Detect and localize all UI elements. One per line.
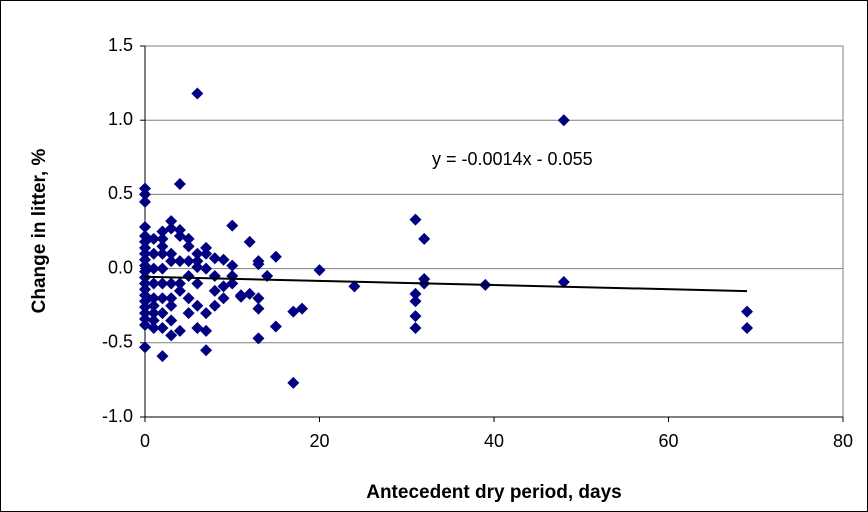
data-point: [200, 344, 213, 357]
y-axis-title: Change in litter, %: [29, 149, 50, 314]
data-point: [156, 247, 169, 260]
x-tick-label: 40: [484, 431, 504, 451]
data-point: [252, 292, 265, 305]
data-point: [173, 324, 186, 337]
data-point: [156, 240, 169, 253]
data-point: [200, 262, 213, 275]
data-point: [226, 277, 239, 290]
x-axis-title: Antecedent dry period, days: [366, 482, 622, 503]
data-point: [147, 314, 160, 327]
data-point: [165, 329, 178, 342]
data-point: [217, 292, 230, 305]
data-point: [165, 255, 178, 268]
data-point: [269, 250, 282, 263]
data-point: [147, 277, 160, 290]
data-point: [147, 307, 160, 320]
data-point: [252, 332, 265, 345]
data-point: [182, 292, 195, 305]
data-point: [147, 299, 160, 312]
data-point: [156, 350, 169, 363]
y-tick-label: 0.5: [108, 183, 133, 203]
data-point: [156, 262, 169, 275]
data-point: [226, 259, 239, 272]
data-point: [173, 255, 186, 268]
data-point: [139, 195, 151, 208]
data-point: [156, 232, 169, 245]
data-point: [200, 247, 213, 260]
data-point: [217, 253, 230, 266]
data-point: [243, 287, 256, 300]
data-point: [418, 232, 431, 245]
data-point: [156, 307, 169, 320]
data-point: [208, 299, 221, 312]
y-tick-label: 1.5: [108, 35, 133, 55]
data-point: [165, 299, 178, 312]
plot-area: [144, 45, 844, 418]
data-point: [165, 247, 178, 260]
data-point: [557, 114, 570, 127]
data-point: [139, 221, 151, 234]
x-tick-label: 20: [309, 431, 329, 451]
data-point: [139, 188, 151, 201]
data-point: [741, 305, 754, 318]
trendline-equation: y = -0.0014x - 0.055: [432, 149, 593, 169]
data-point: [348, 280, 361, 293]
data-point: [173, 224, 186, 237]
data-point: [156, 277, 169, 290]
data-point: [200, 324, 213, 337]
data-point: [173, 277, 186, 290]
data-point: [409, 321, 422, 334]
data-point: [252, 302, 265, 315]
data-point: [234, 289, 247, 302]
data-point: [200, 307, 213, 320]
data-point: [165, 215, 178, 228]
data-point: [557, 275, 570, 288]
data-point: [156, 321, 169, 334]
trendline: [144, 275, 748, 293]
data-point: [165, 314, 178, 327]
data-point: [173, 284, 186, 297]
data-point: [191, 299, 204, 312]
data-point: [313, 264, 326, 277]
data-point: [296, 302, 309, 315]
data-point: [191, 247, 204, 260]
data-point: [741, 321, 754, 334]
data-point: [409, 287, 422, 300]
y-tick-label: -0.5: [102, 332, 133, 352]
data-point: [208, 252, 221, 265]
data-point: [409, 310, 422, 323]
data-point: [156, 225, 169, 238]
data-point: [182, 307, 195, 320]
data-point: [287, 376, 300, 389]
data-point: [182, 255, 195, 268]
y-tick-label: 0.0: [108, 257, 133, 277]
data-point: [409, 213, 422, 226]
data-point: [191, 261, 204, 274]
data-point: [226, 219, 239, 232]
data-point: [191, 277, 204, 290]
y-tick-label: 1.0: [108, 109, 133, 129]
data-point: [165, 292, 178, 305]
data-point: [182, 240, 195, 253]
data-point: [139, 318, 151, 331]
data-point: [191, 87, 204, 100]
data-point: [269, 320, 282, 333]
data-point: [147, 247, 160, 260]
data-point: [165, 277, 178, 290]
y-tick-label: -1.0: [102, 406, 133, 426]
x-tick-label: 60: [658, 431, 678, 451]
data-point: [243, 235, 256, 248]
data-point: [139, 341, 151, 354]
x-tick-label: 0: [140, 431, 150, 451]
data-point: [252, 255, 265, 268]
data-point: [409, 295, 422, 308]
data-point: [208, 284, 221, 297]
data-point: [173, 178, 186, 191]
data-point: [156, 292, 169, 305]
x-tick-label: 80: [833, 431, 853, 451]
data-point: [182, 270, 195, 283]
